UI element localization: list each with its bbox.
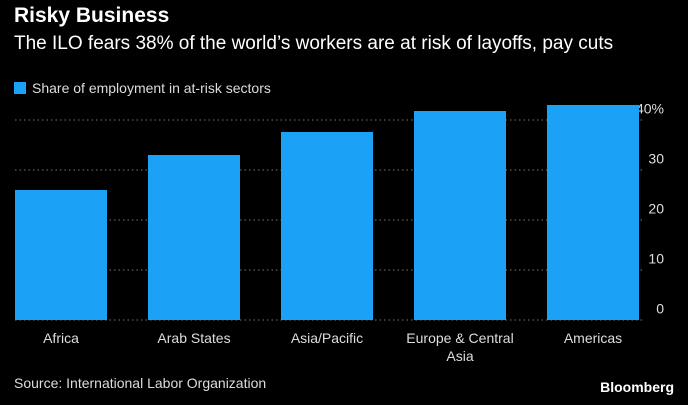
bar: [148, 155, 240, 320]
source: Source: International Labor Organization: [14, 375, 267, 391]
chart-title: Risky Business: [14, 4, 170, 27]
y-tick-label: 40%: [636, 101, 664, 117]
x-tick-label: Asia/Pacific: [290, 330, 364, 346]
x-tick-label: Europe & Central Asia: [406, 330, 514, 364]
y-tick-label: 20: [648, 201, 664, 217]
bar: [414, 111, 506, 320]
y-tick-label: 10: [648, 251, 664, 267]
y-tick-label: 0: [656, 301, 664, 317]
x-tick-label: Americas: [563, 330, 623, 346]
brand: Bloomberg: [600, 379, 674, 395]
x-tick-label: Africa: [43, 330, 79, 346]
legend-swatch: [14, 82, 26, 94]
bar: [547, 105, 639, 320]
chart-subtitle: The ILO fears 38% of the world’s workers…: [14, 33, 614, 54]
x-tick-label: Arab States: [157, 330, 231, 346]
bar: [281, 132, 373, 320]
legend: Share of employment in at-risk sectors: [14, 80, 271, 96]
y-tick-label: 30: [648, 151, 664, 167]
legend-label: Share of employment in at-risk sectors: [32, 80, 271, 96]
bar: [15, 190, 107, 320]
